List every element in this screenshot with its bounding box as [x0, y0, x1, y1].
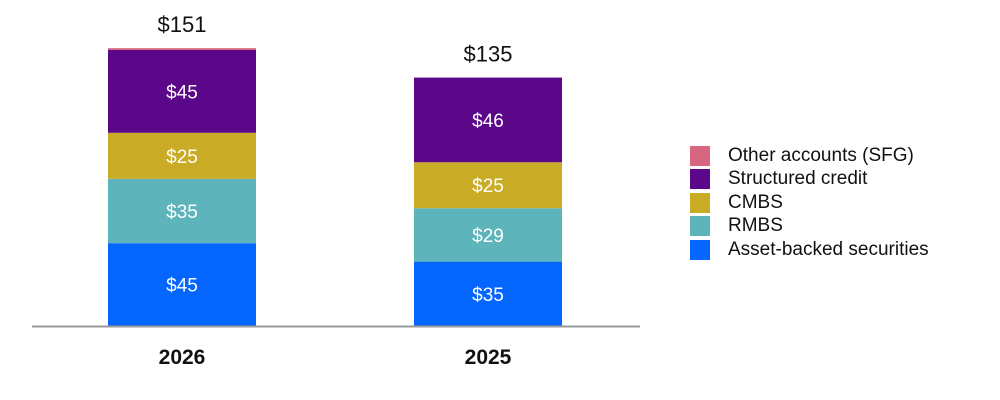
legend-label: RMBS	[728, 215, 783, 237]
data-label: $45	[166, 276, 198, 297]
legend-item: CMBS	[690, 191, 929, 215]
legend-label: CMBS	[728, 191, 783, 213]
bar-segment	[414, 77, 562, 163]
bar-segment	[414, 208, 562, 262]
legend-swatch	[690, 216, 710, 237]
bar-segment	[108, 48, 256, 50]
data-label: $25	[472, 176, 504, 197]
total-label: $151	[158, 12, 207, 37]
legend-swatch	[690, 192, 710, 213]
total-label: $135	[464, 42, 513, 67]
data-label: $46	[472, 111, 504, 132]
legend-swatch	[690, 239, 710, 260]
bar-segment	[414, 162, 562, 209]
legend-label: Structured credit	[728, 168, 868, 190]
legend: Other accounts (SFG) Structured credit CMB…	[690, 144, 929, 262]
legend-item: Other accounts (SFG)	[690, 144, 929, 168]
legend-label: Asset-backed securities	[728, 238, 929, 260]
bar-segment	[414, 261, 562, 326]
bar-segment	[108, 178, 256, 244]
data-label: $25	[166, 147, 198, 168]
data-label: $35	[472, 285, 504, 306]
data-label: $29	[472, 226, 504, 247]
bar-segment	[108, 50, 256, 133]
data-label: $35	[166, 202, 198, 223]
x-tick-label: 2026	[159, 346, 206, 369]
bar-segment	[108, 243, 256, 326]
bar-segment	[108, 132, 256, 179]
legend-item: Asset-backed securities	[690, 238, 929, 262]
legend-swatch	[690, 169, 710, 190]
legend-item: RMBS	[690, 215, 929, 239]
legend-item: Structured credit	[690, 168, 929, 192]
x-tick-label: 2025	[465, 346, 512, 369]
data-label: $45	[166, 82, 198, 103]
legend-label: Other accounts (SFG)	[728, 144, 914, 166]
legend-swatch	[690, 145, 710, 166]
